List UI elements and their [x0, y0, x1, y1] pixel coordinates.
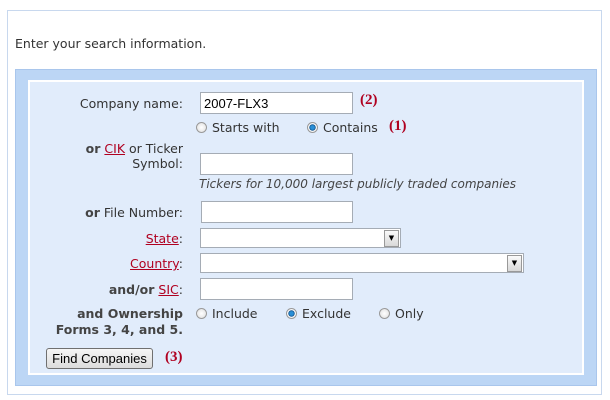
- cik-link[interactable]: CIK: [104, 141, 126, 156]
- ownership-label: and Ownership Forms 3, 4, and 5.: [55, 306, 183, 337]
- radio-icon[interactable]: [196, 308, 207, 319]
- radio-icon[interactable]: [379, 308, 390, 319]
- radio-selected-icon[interactable]: [307, 122, 318, 133]
- file-number-input[interactable]: [201, 201, 353, 223]
- state-link[interactable]: State: [145, 231, 179, 246]
- radio-exclude[interactable]: Exclude: [286, 306, 351, 321]
- page-frame: [7, 10, 602, 395]
- file-number-label: or File Number:: [85, 205, 183, 220]
- marker-2: (2): [360, 92, 378, 108]
- radio-starts-with[interactable]: Starts with: [196, 120, 280, 135]
- marker-3: (3): [165, 349, 183, 365]
- find-companies-button[interactable]: Find Companies: [46, 348, 153, 369]
- ticker-hint: Tickers for 10,000 largest publicly trad…: [199, 177, 517, 191]
- sic-label: and/or SIC:: [108, 282, 183, 297]
- company-name-input[interactable]: [200, 92, 353, 114]
- radio-contains[interactable]: Contains: [307, 120, 378, 135]
- country-link[interactable]: Country: [130, 256, 179, 271]
- cik-ticker-input[interactable]: [200, 153, 353, 175]
- sic-link[interactable]: SIC: [158, 282, 179, 297]
- marker-1: (1): [389, 118, 407, 134]
- cik-label: or CIK or Ticker Symbol:: [85, 141, 183, 171]
- sic-input[interactable]: [200, 278, 353, 300]
- chevron-down-icon[interactable]: ▼: [507, 255, 522, 272]
- country-select[interactable]: ▼: [200, 253, 524, 273]
- radio-icon[interactable]: [196, 122, 207, 133]
- search-form-panel: [28, 80, 584, 375]
- company-name-label: Company name:: [79, 96, 183, 111]
- intro-text: Enter your search information.: [15, 36, 207, 51]
- country-label: Country:: [130, 256, 183, 271]
- radio-selected-icon[interactable]: [286, 308, 297, 319]
- state-label: State:: [145, 231, 183, 246]
- radio-only[interactable]: Only: [379, 306, 424, 321]
- state-select[interactable]: ▼: [200, 228, 401, 248]
- chevron-down-icon[interactable]: ▼: [384, 230, 399, 247]
- radio-include[interactable]: Include: [196, 306, 258, 321]
